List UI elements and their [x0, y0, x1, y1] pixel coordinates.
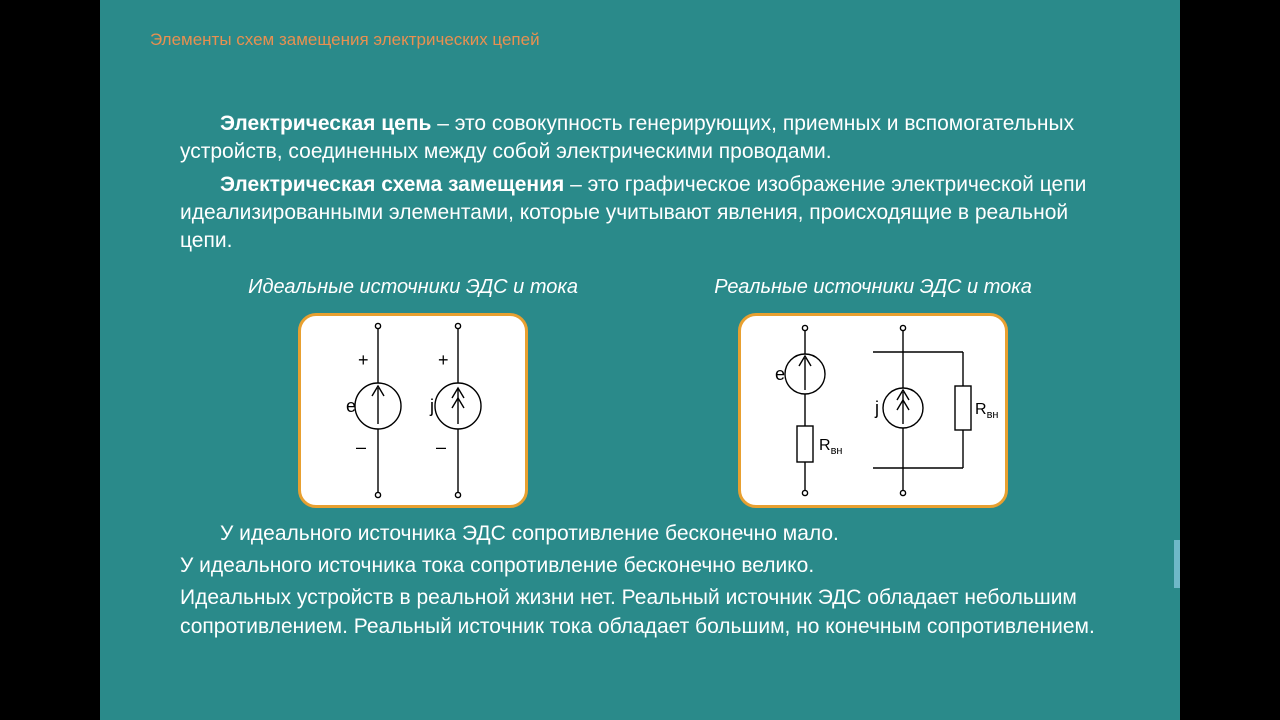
definition-1: Электрическая цепь – это совокупность ге…: [180, 110, 1100, 167]
label-e: e: [346, 396, 356, 416]
definition-2: Электрическая схема замещения – это граф…: [180, 171, 1100, 256]
plus-e: +: [358, 350, 369, 370]
label-j2: j: [874, 398, 879, 418]
plus-j: +: [438, 350, 449, 370]
minus-j: –: [436, 437, 446, 457]
bottom-line3: Идеальных устройств в реальной жизни нет…: [180, 584, 1100, 641]
label-e2: e: [775, 364, 785, 384]
slide: Элементы схем замещения электрических це…: [100, 0, 1180, 720]
minus-e: –: [356, 437, 366, 457]
diagrams-row: Идеальные источники ЭДС и тока: [180, 276, 1100, 508]
real-sources-svg: e Rвн j Rвн: [743, 318, 1003, 503]
diagram-right-box: e Rвн j Rвн: [738, 313, 1008, 508]
slide-content: Электрическая цепь – это совокупность ге…: [150, 110, 1130, 641]
term-2: Электрическая схема замещения: [220, 173, 564, 196]
bottom-line2: У идеального источника тока сопротивлени…: [180, 552, 1100, 580]
side-tab: [1174, 540, 1180, 588]
bottom-line1: У идеального источника ЭДС сопротивление…: [180, 520, 1100, 548]
diagram-left-box: + – e + – j: [298, 313, 528, 508]
slide-header: Элементы схем замещения электрических це…: [150, 30, 1130, 50]
diagram-left-col: Идеальные источники ЭДС и тока: [248, 276, 578, 508]
label-r1: Rвн: [819, 437, 842, 457]
diagram-right-title: Реальные источники ЭДС и тока: [714, 276, 1032, 299]
term-1: Электрическая цепь: [220, 112, 431, 135]
diagram-right-col: Реальные источники ЭДС и тока: [714, 276, 1032, 508]
label-j: j: [429, 396, 434, 416]
bottom-text: У идеального источника ЭДС сопротивление…: [180, 520, 1100, 641]
ideal-sources-svg: + – e + – j: [308, 318, 518, 503]
diagram-left-title: Идеальные источники ЭДС и тока: [248, 276, 578, 299]
label-r2: Rвн: [975, 401, 998, 421]
